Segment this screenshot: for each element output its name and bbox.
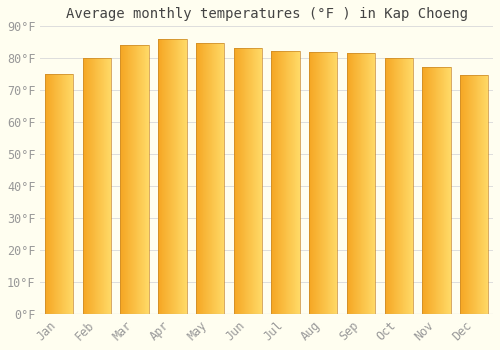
Title: Average monthly temperatures (°F ) in Kap Choeng: Average monthly temperatures (°F ) in Ka… bbox=[66, 7, 468, 21]
Bar bbox=[234, 48, 262, 314]
Bar bbox=[384, 58, 413, 314]
Bar bbox=[347, 54, 375, 314]
Bar bbox=[422, 67, 450, 314]
Bar bbox=[272, 50, 299, 314]
Bar bbox=[158, 39, 186, 314]
Bar bbox=[83, 58, 111, 314]
Bar bbox=[460, 75, 488, 314]
Bar bbox=[309, 52, 338, 314]
Bar bbox=[120, 46, 149, 314]
Bar bbox=[196, 43, 224, 314]
Bar bbox=[45, 74, 74, 314]
